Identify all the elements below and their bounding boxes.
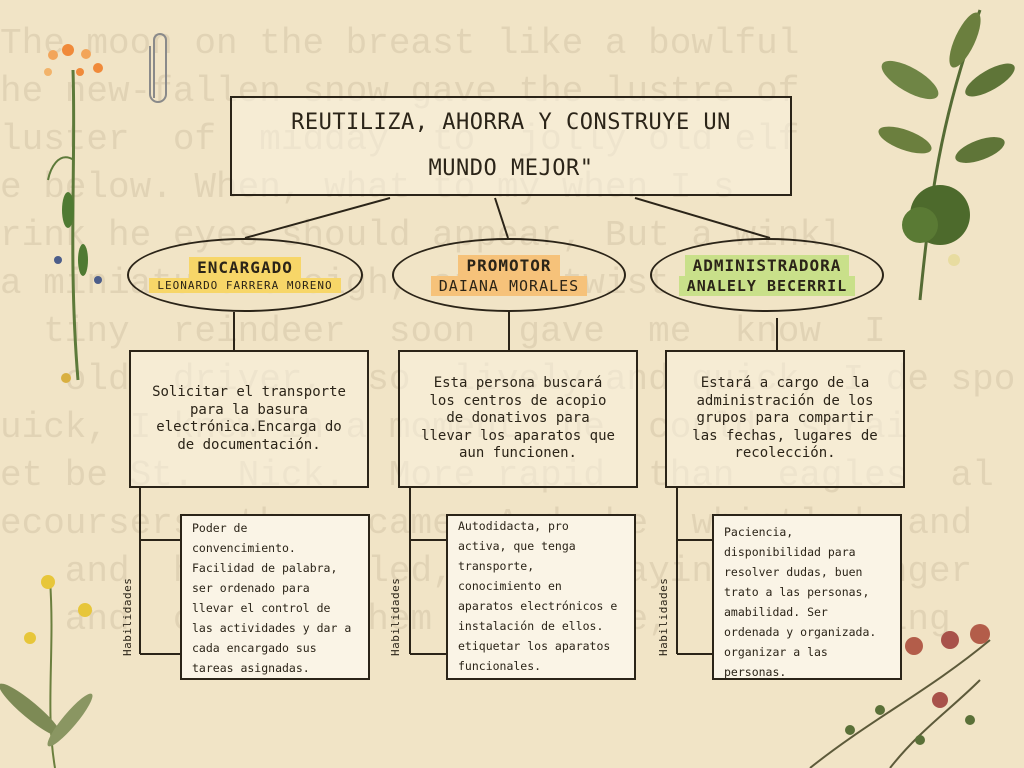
role-person: ANALELY BECERRIL <box>678 275 856 296</box>
leaf-illustration-top-right <box>878 9 1015 301</box>
skills-box: Poder de convencimiento. Facilidad de pa… <box>180 514 370 680</box>
main-title: REUTILIZA, AHORRA Y CONSTRUYE UN MUNDO M… <box>291 110 731 181</box>
role-oval-administradora: ADMINISTRADORA ANALELY BECERRIL <box>650 238 884 312</box>
role-description: Estará a cargo de la administración de l… <box>692 375 878 462</box>
skills-text: Poder de convencimiento. Facilidad de pa… <box>192 521 352 675</box>
role-description: Solicitar el transporte para la basura e… <box>152 384 346 453</box>
skills-box: Paciencia, disponibilidad para resolver … <box>712 514 902 680</box>
role-oval-promotor: PROMOTOR DAIANA MORALES <box>392 238 626 312</box>
role-description-box: Esta persona buscará los centros de acop… <box>398 350 638 488</box>
role-title: PROMOTOR <box>458 254 560 276</box>
skills-label: Habilidades <box>657 577 670 656</box>
role-description: Esta persona buscará los centros de acop… <box>421 375 615 462</box>
role-title: ENCARGADO <box>189 257 301 278</box>
role-title: ADMINISTRADORA <box>684 254 850 276</box>
skills-text: Paciencia, disponibilidad para resolver … <box>724 525 877 679</box>
role-person: DAIANA MORALES <box>430 275 588 296</box>
skills-label: Habilidades <box>389 577 402 656</box>
flower-illustration-bottom-right <box>809 624 991 768</box>
skills-label: Habilidades <box>121 577 134 656</box>
role-description-box: Solicitar el transporte para la basura e… <box>129 350 369 488</box>
skills-text: Autodidacta, pro activa, que tenga trans… <box>458 519 618 673</box>
role-person: LEONARDO FARRERA MORENO <box>149 278 341 293</box>
paperclip-icon <box>149 33 167 103</box>
role-description-box: Estará a cargo de la administración de l… <box>665 350 905 488</box>
skills-box: Autodidacta, pro activa, que tenga trans… <box>446 514 636 680</box>
role-oval-encargado: ENCARGADO LEONARDO FARRERA MORENO <box>127 238 363 312</box>
flower-illustration-bottom-left <box>0 575 93 768</box>
flower-illustration-top-left <box>44 44 103 383</box>
main-title-box: REUTILIZA, AHORRA Y CONSTRUYE UN MUNDO M… <box>230 96 792 196</box>
